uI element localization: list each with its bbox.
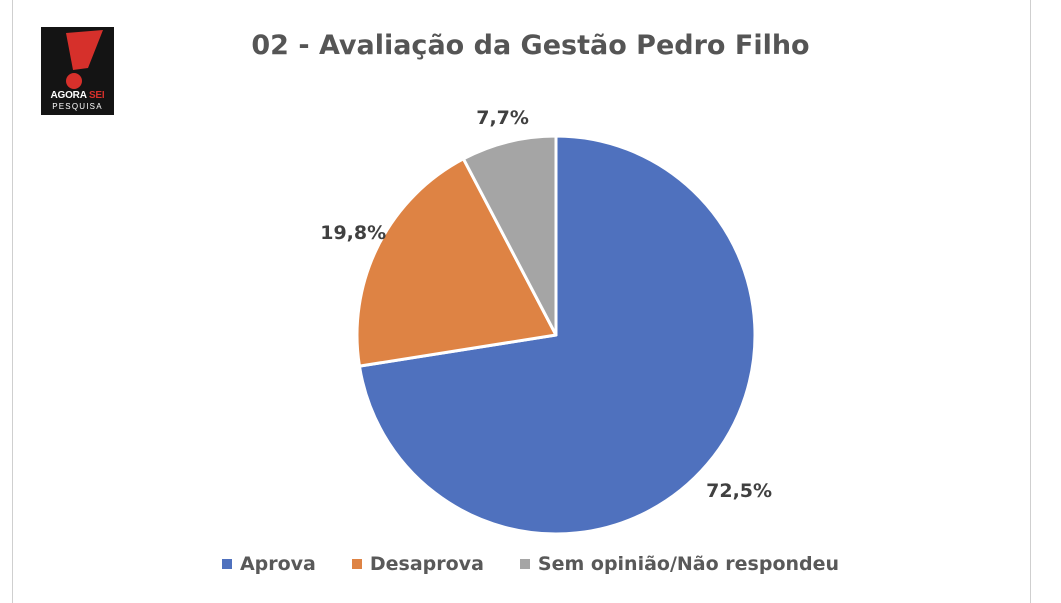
legend-item: Sem opinião/Não respondeu bbox=[519, 553, 840, 575]
legend-swatch bbox=[351, 559, 362, 569]
data-label: 19,8% bbox=[320, 222, 386, 244]
logo-wordmark: AGORA SEI bbox=[50, 90, 105, 101]
legend-label: Aprova bbox=[239, 553, 316, 575]
legend-item: Desaprova bbox=[351, 553, 484, 575]
logo-subtitle: PESQUISA bbox=[52, 102, 103, 111]
legend-label: Desaprova bbox=[369, 553, 484, 575]
pie-slice-sem-opini-o-n-o-respondeu bbox=[461, 134, 558, 337]
data-label: 72,5% bbox=[706, 480, 772, 502]
agora-sei-logo: AGORA SEI PESQUISA bbox=[41, 27, 114, 115]
legend-swatch bbox=[221, 559, 232, 569]
chart-title: 02 - Avaliação da Gestão Pedro Filho bbox=[251, 30, 810, 61]
legend-swatch bbox=[519, 559, 530, 569]
chart-legend: Aprova Desaprova Sem opinião/Não respondeu bbox=[0, 553, 1061, 575]
legend-item: Aprova bbox=[221, 553, 316, 575]
pie-slice-desaprova bbox=[355, 157, 558, 368]
legend-label: Sem opinião/Não respondeu bbox=[537, 553, 840, 575]
data-label: 7,7% bbox=[476, 107, 529, 129]
exclamation-mark-icon bbox=[66, 30, 103, 89]
